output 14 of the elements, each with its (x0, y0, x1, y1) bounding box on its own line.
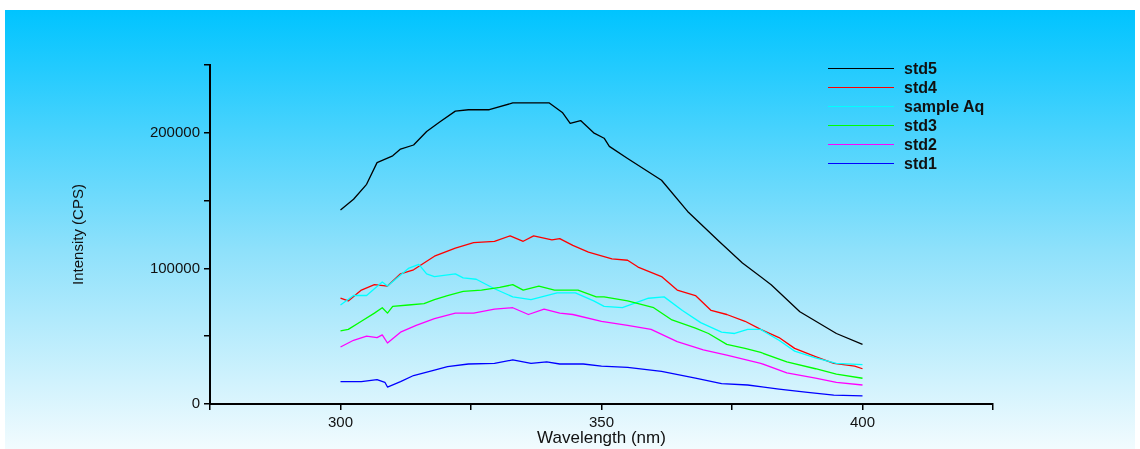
legend-label: std2 (904, 135, 937, 154)
y-tick-label: 0 (191, 394, 200, 412)
x-tick-label: 400 (849, 413, 876, 431)
y-axis-title: Intensity (CPS) (69, 184, 87, 285)
legend-label: std3 (904, 116, 937, 135)
legend-label: std5 (904, 59, 937, 78)
y-tick-label: 100000 (149, 258, 200, 276)
x-tick-label: 350 (588, 413, 615, 431)
legend-label: std4 (904, 78, 937, 97)
legend-label: std1 (904, 154, 937, 173)
x-axis-title: Wavelength (nm) (537, 428, 666, 448)
legend-label: sample Aq (904, 97, 985, 116)
x-tick-label: 300 (327, 413, 354, 431)
y-tick-label: 200000 (149, 122, 200, 140)
